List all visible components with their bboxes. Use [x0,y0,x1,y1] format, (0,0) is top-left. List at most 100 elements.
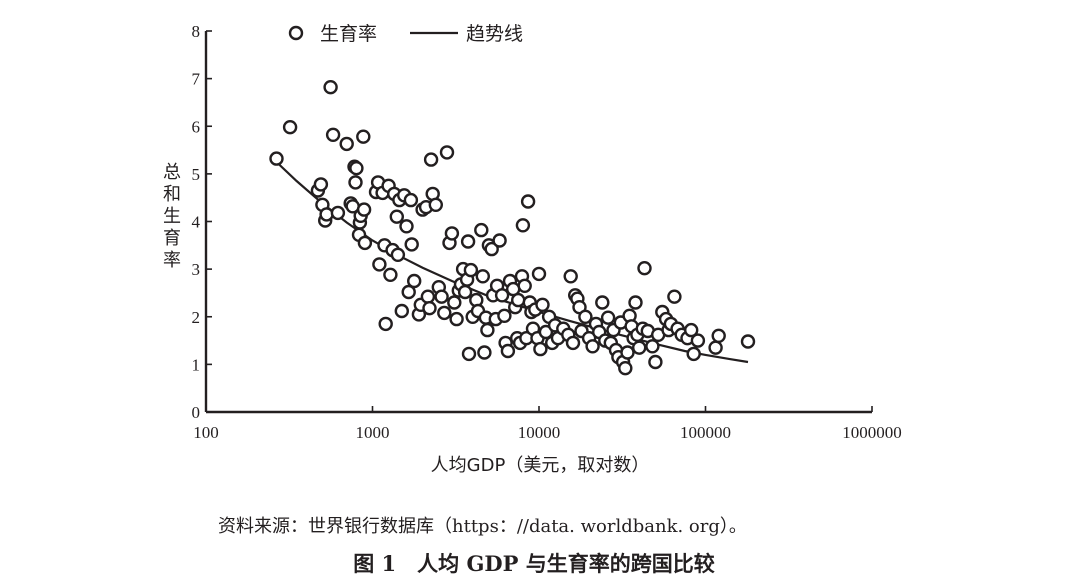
data-point [618,361,633,376]
data-point [383,267,398,282]
y-tick-label: 3 [192,260,201,279]
data-point [484,241,499,257]
data-point [480,322,495,338]
legend-scatter-label: 生育率 [320,23,377,45]
data-point [520,194,536,209]
data-point [323,79,338,95]
data-point [500,343,516,359]
data-point [348,175,363,190]
data-point [349,160,364,176]
data-point [434,289,449,304]
data-point [330,205,346,221]
axes: 0 1 2 3 4 5 6 7 8 100 1000 10000 100000 1000000 [192,22,902,442]
data-point [628,295,643,310]
legend-line-label: 趋势线 [466,23,523,45]
source-note: 资料来源：世界银行数据库（https：//data. worldbank. or… [218,516,747,537]
data-point [378,316,393,332]
data-point [399,219,414,234]
data-point [632,340,647,355]
x-axis-label: 人均GDP（美元，取对数） [431,455,650,476]
data-point [447,295,462,310]
data-point [428,197,443,213]
data-point [372,257,387,272]
data-point [390,247,406,263]
data-point [565,335,581,351]
data-point [578,309,593,324]
data-point [357,235,373,251]
scatter-points [269,79,756,376]
data-point [437,305,452,321]
y-tick-label: 8 [192,22,201,41]
data-point [515,218,531,233]
data-point [475,269,490,284]
data-point [711,328,726,343]
data-point [422,301,437,316]
data-point [389,209,404,224]
data-point [492,233,507,248]
y-tick-label: 1 [192,355,201,374]
data-point [403,192,419,208]
data-point [474,222,489,238]
legend-scatter-marker [288,25,304,41]
data-point [407,273,422,289]
figure-caption: 图 1 人均 GDP 与生育率的跨国比较 [353,551,715,576]
data-point [620,345,635,360]
data-point [394,303,409,319]
data-point [356,202,372,217]
data-point [645,339,660,354]
data-point [531,266,547,282]
y-tick-label: 6 [192,117,201,136]
data-point [325,127,341,143]
data-point [282,119,298,135]
data-point [533,341,548,357]
data-point [535,297,550,312]
data-point [637,261,652,276]
data-point [356,129,371,144]
data-point [497,308,512,323]
data-point [517,278,532,293]
data-point [563,269,578,284]
chart: 0 1 2 3 4 5 6 7 8 100 1000 10000 100000 1000000 生育率 趋… [163,22,902,476]
data-point [457,284,473,300]
data-point [339,136,354,152]
data-point [319,207,334,222]
data-point [477,345,492,360]
y-tick-label: 0 [192,403,201,422]
data-point [684,322,699,338]
x-tick-label: 100000 [680,423,731,442]
legend: 生育率 趋势线 [288,23,523,45]
data-point [460,234,476,249]
data-point [538,324,554,340]
data-point [511,292,526,308]
data-point [449,311,464,327]
data-point [600,310,616,325]
data-point [595,295,610,310]
data-point [401,284,416,300]
data-point [494,288,510,303]
y-tick-label: 5 [192,165,201,184]
x-tick-label: 10000 [518,423,561,442]
y-tick-label: 7 [192,70,201,89]
x-tick-label: 1000 [356,423,390,442]
data-point [269,151,284,166]
data-point [461,346,477,362]
data-point [667,289,682,304]
y-axis-label: 总和生育率 [163,162,181,271]
data-point [686,346,701,362]
data-point [648,354,663,370]
data-point [740,334,756,349]
y-tick-label: 2 [192,308,201,327]
x-tick-label: 1000000 [842,423,902,442]
data-point [708,340,723,355]
data-point [313,177,329,192]
data-point [439,145,455,160]
data-point [444,226,460,241]
data-point [463,262,479,278]
data-point [690,333,706,348]
data-point [423,152,439,167]
data-point [420,289,436,304]
data-point [585,339,600,354]
data-point [404,237,419,252]
y-tick-label: 4 [192,213,201,232]
x-tick-label: 100 [193,423,219,442]
